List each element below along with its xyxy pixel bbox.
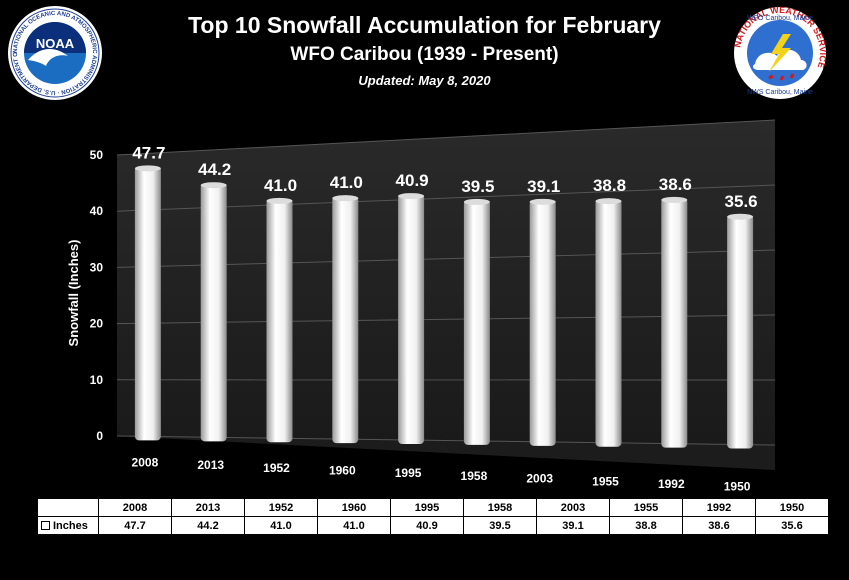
bar — [463, 199, 490, 445]
bar — [595, 199, 622, 447]
data-label: 44.2 — [198, 160, 231, 179]
updated-date: Updated: May 8, 2020 — [358, 73, 491, 88]
data-label: 41.0 — [264, 176, 297, 195]
table-header-row: 2008 2013 1952 1960 1995 1958 2003 1955 1992 1950 — [37, 498, 829, 517]
bar — [727, 214, 754, 449]
y-tick-label: 30 — [90, 260, 104, 274]
bar-top — [332, 195, 359, 202]
noaa-logo-text: NOAA — [36, 36, 75, 51]
series-key — [41, 521, 50, 531]
table-header-cell: 2013 — [171, 498, 245, 517]
table-cell: 44.2 — [171, 516, 245, 535]
table-cell: 41.0 — [244, 516, 318, 535]
x-tick-label: 2003 — [526, 472, 553, 486]
data-label: 41.0 — [330, 173, 363, 192]
data-label: 38.6 — [659, 175, 692, 194]
y-tick-label: 0 — [96, 429, 103, 443]
table-header-cell: 1992 — [682, 498, 756, 517]
table-header-cell: 2003 — [536, 498, 610, 517]
x-tick-label: 2008 — [132, 455, 159, 469]
table-cell: 35.6 — [755, 516, 829, 535]
table-cell: 39.1 — [536, 516, 610, 535]
x-tick-label: 1992 — [658, 477, 685, 491]
bar — [332, 196, 359, 444]
table-header-cell: 1955 — [609, 498, 683, 517]
data-label: 35.6 — [725, 192, 758, 211]
y-axis-ticks: 0 10 20 30 40 50 — [90, 148, 104, 443]
table-header-cell: 1995 — [390, 498, 464, 517]
table-cell: 39.5 — [463, 516, 537, 535]
bar-top — [266, 197, 293, 204]
bar — [200, 183, 227, 442]
table-cell: 41.0 — [317, 516, 391, 535]
data-labels: 47.7 44.2 41.0 41.0 40.9 39.5 39.1 38.8 38.6 35.6 — [132, 143, 757, 210]
bar-top — [398, 193, 425, 200]
data-label: 38.8 — [593, 176, 626, 195]
y-tick-label: 50 — [90, 148, 104, 162]
x-tick-label: 1955 — [592, 474, 619, 488]
bar-top — [529, 198, 556, 205]
chart-area: 0 10 20 30 40 50 Snowfall (Inches) 47.7 44.2 41… — [66, 119, 776, 494]
bar — [266, 198, 293, 443]
table-header-cell: 1952 — [244, 498, 318, 517]
data-label: 47.7 — [132, 143, 165, 162]
y-axis-label: Snowfall (Inches) — [66, 240, 81, 347]
table-header-cell: 1950 — [755, 498, 829, 517]
table-cell: 47.7 — [98, 516, 172, 535]
bar-top — [661, 196, 688, 203]
bar-top — [595, 198, 622, 205]
x-tick-label: 1952 — [263, 461, 290, 475]
y-tick-label: 10 — [90, 373, 104, 387]
table-series-label: Inches — [53, 519, 88, 532]
y-tick-label: 20 — [90, 317, 104, 331]
table-header-cell: 1960 — [317, 498, 391, 517]
bar-top — [727, 213, 754, 220]
noaa-logo: NOAA NATIONAL OCEANIC AND ATMOSPHERIC AD… — [6, 4, 102, 100]
chart-title: Top 10 Snowfall Accumulation for Februar… — [188, 12, 661, 38]
bar — [529, 199, 556, 446]
table-series-cell: Inches — [37, 516, 99, 535]
nws-bottom-text: NWS Caribou, Maine — [747, 89, 813, 96]
x-tick-label: 1995 — [395, 466, 422, 480]
bar-top — [463, 198, 490, 205]
x-tick-label: 2013 — [197, 458, 224, 472]
bar — [134, 166, 161, 441]
x-tick-label: 1958 — [461, 469, 488, 483]
bar — [398, 194, 425, 445]
bar — [661, 197, 688, 448]
y-tick-label: 40 — [90, 204, 104, 218]
table-header-cell: 2008 — [98, 498, 172, 517]
bars — [134, 165, 754, 449]
table-corner-cell — [37, 498, 99, 517]
x-tick-label: 1960 — [329, 464, 356, 478]
table-row: Inches 47.7 44.2 41.0 41.0 40.9 39.5 39.1 38.8 3… — [37, 516, 829, 535]
table-cell: 38.8 — [609, 516, 683, 535]
data-table: 2008 2013 1952 1960 1995 1958 2003 1955 1992 1950… — [37, 498, 829, 535]
data-label: 39.1 — [527, 177, 560, 196]
category-labels: 2008 2013 1952 1960 1995 1958 2003 1955 1992 1950 — [132, 455, 751, 493]
data-label: 40.9 — [396, 171, 429, 190]
bar-top — [134, 165, 161, 172]
nws-top-text: WFO Caribou, Maine — [747, 15, 813, 22]
chart-subtitle: WFO Caribou (1939 - Present) — [290, 44, 559, 65]
table-header-cell: 1958 — [463, 498, 537, 517]
gridline — [116, 119, 776, 156]
data-label: 39.5 — [461, 177, 494, 196]
nws-logo: NATIONAL WEATHER SERVICE WFO Caribou, Ma… — [732, 5, 828, 99]
bar-top — [200, 182, 227, 189]
x-tick-label: 1950 — [724, 480, 751, 494]
table-cell: 40.9 — [390, 516, 464, 535]
table-cell: 38.6 — [682, 516, 756, 535]
